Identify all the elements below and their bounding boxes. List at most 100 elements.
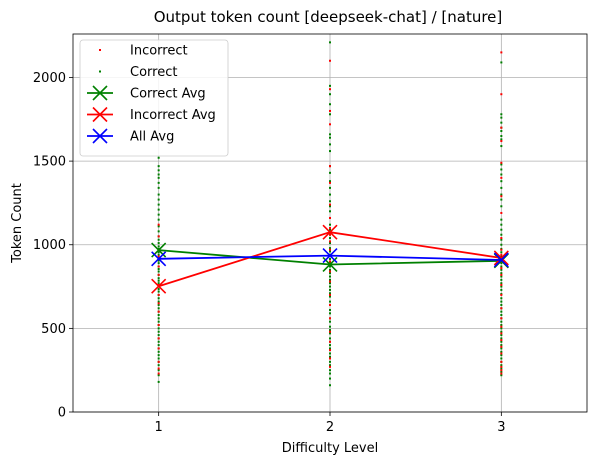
correct-point: [157, 225, 160, 228]
correct-point: [157, 213, 160, 216]
correct-point: [329, 180, 331, 183]
correct-point: [157, 242, 160, 245]
y-tick-label: 0: [58, 406, 66, 421]
y-tick-label: 1500: [33, 155, 66, 170]
incorrect-point: [157, 347, 160, 350]
correct-point: [157, 364, 160, 367]
incorrect-point: [500, 369, 503, 372]
y-tick-label: 1000: [33, 238, 66, 253]
incorrect-point: [329, 365, 331, 368]
incorrect-point: [500, 195, 503, 198]
incorrect-point: [329, 227, 331, 230]
correct-point: [157, 193, 160, 196]
incorrect-point: [329, 280, 331, 283]
correct-point: [329, 272, 331, 275]
correct-point: [329, 242, 331, 245]
correct-point: [329, 237, 331, 240]
correct-point: [157, 247, 160, 250]
correct-point: [157, 350, 160, 353]
correct-point: [329, 205, 331, 208]
correct-point: [157, 245, 160, 248]
incorrect-point: [157, 235, 160, 238]
incorrect-point: [329, 357, 331, 360]
incorrect-point: [329, 123, 331, 126]
legend-dot-icon: [99, 70, 101, 73]
correct-point: [500, 163, 503, 166]
correct-point: [500, 223, 503, 226]
correct-point: [157, 169, 160, 172]
correct-point: [329, 275, 331, 278]
correct-point: [329, 93, 331, 96]
correct-point: [500, 130, 503, 133]
correct-point: [329, 352, 331, 355]
correct-point: [157, 218, 160, 221]
incorrect-point: [500, 253, 503, 256]
correct-point: [157, 262, 160, 265]
incorrect-point: [500, 176, 503, 179]
incorrect-point: [157, 367, 160, 370]
legend-label: Incorrect Avg: [130, 108, 216, 123]
legend-item: All Avg: [87, 128, 174, 145]
correct-point: [157, 173, 160, 176]
correct-point: [329, 372, 331, 375]
incorrect-point: [157, 360, 160, 363]
correct-point: [500, 121, 503, 124]
correct-point: [500, 138, 503, 141]
correct-point: [157, 357, 160, 360]
correct-point: [329, 265, 331, 268]
incorrect-point: [157, 302, 160, 305]
correct-point: [329, 186, 331, 189]
correct-point: [500, 198, 503, 201]
correct-point: [329, 257, 331, 260]
correct-point: [157, 203, 160, 206]
correct-point: [500, 320, 503, 323]
average-lines: [151, 224, 509, 294]
incorrect-point: [500, 352, 503, 355]
correct-point: [329, 268, 331, 271]
correct-point: [500, 265, 503, 268]
correct-point: [329, 113, 331, 116]
correct-point: [329, 278, 331, 281]
correct-point: [329, 360, 331, 363]
correct-point: [329, 193, 331, 196]
incorrect-point: [329, 109, 331, 112]
incorrect-point: [329, 260, 331, 263]
correct-point: [500, 228, 503, 231]
correct-point: [157, 313, 160, 316]
all-avg-marker: [151, 251, 167, 267]
correct-point: [500, 285, 503, 288]
incorrect-point: [157, 223, 160, 226]
legend: Incorrect Correct Correct Avg Incorrect Avg…: [79, 39, 229, 157]
correct-point: [500, 180, 503, 183]
correct-point: [329, 337, 331, 340]
correct-point: [157, 374, 160, 377]
correct-point: [500, 282, 503, 285]
correct-point: [500, 370, 503, 373]
correct-point: [500, 278, 503, 281]
incorrect-point: [500, 211, 503, 214]
correct-point: [500, 313, 503, 316]
legend-box: [79, 39, 229, 157]
correct-point: [329, 228, 331, 231]
correct-point: [500, 347, 503, 350]
correct-point: [500, 367, 503, 370]
correct-point: [157, 267, 160, 270]
correct-point: [329, 171, 331, 174]
correct-point: [500, 145, 503, 148]
correct-point: [157, 354, 160, 357]
correct-point: [500, 205, 503, 208]
correct-point: [500, 337, 503, 340]
incorrect-point: [500, 283, 503, 286]
incorrect-point: [500, 325, 503, 328]
incorrect-point: [329, 216, 331, 219]
legend-label: Incorrect: [130, 44, 188, 59]
incorrect-avg-marker: [322, 224, 338, 240]
correct-point: [500, 324, 503, 327]
correct-point: [500, 297, 503, 300]
correct-point: [157, 297, 160, 300]
correct-point: [500, 233, 503, 236]
correct-point: [157, 208, 160, 211]
incorrect-point: [500, 248, 503, 251]
incorrect-point: [500, 293, 503, 296]
correct-point: [329, 282, 331, 285]
